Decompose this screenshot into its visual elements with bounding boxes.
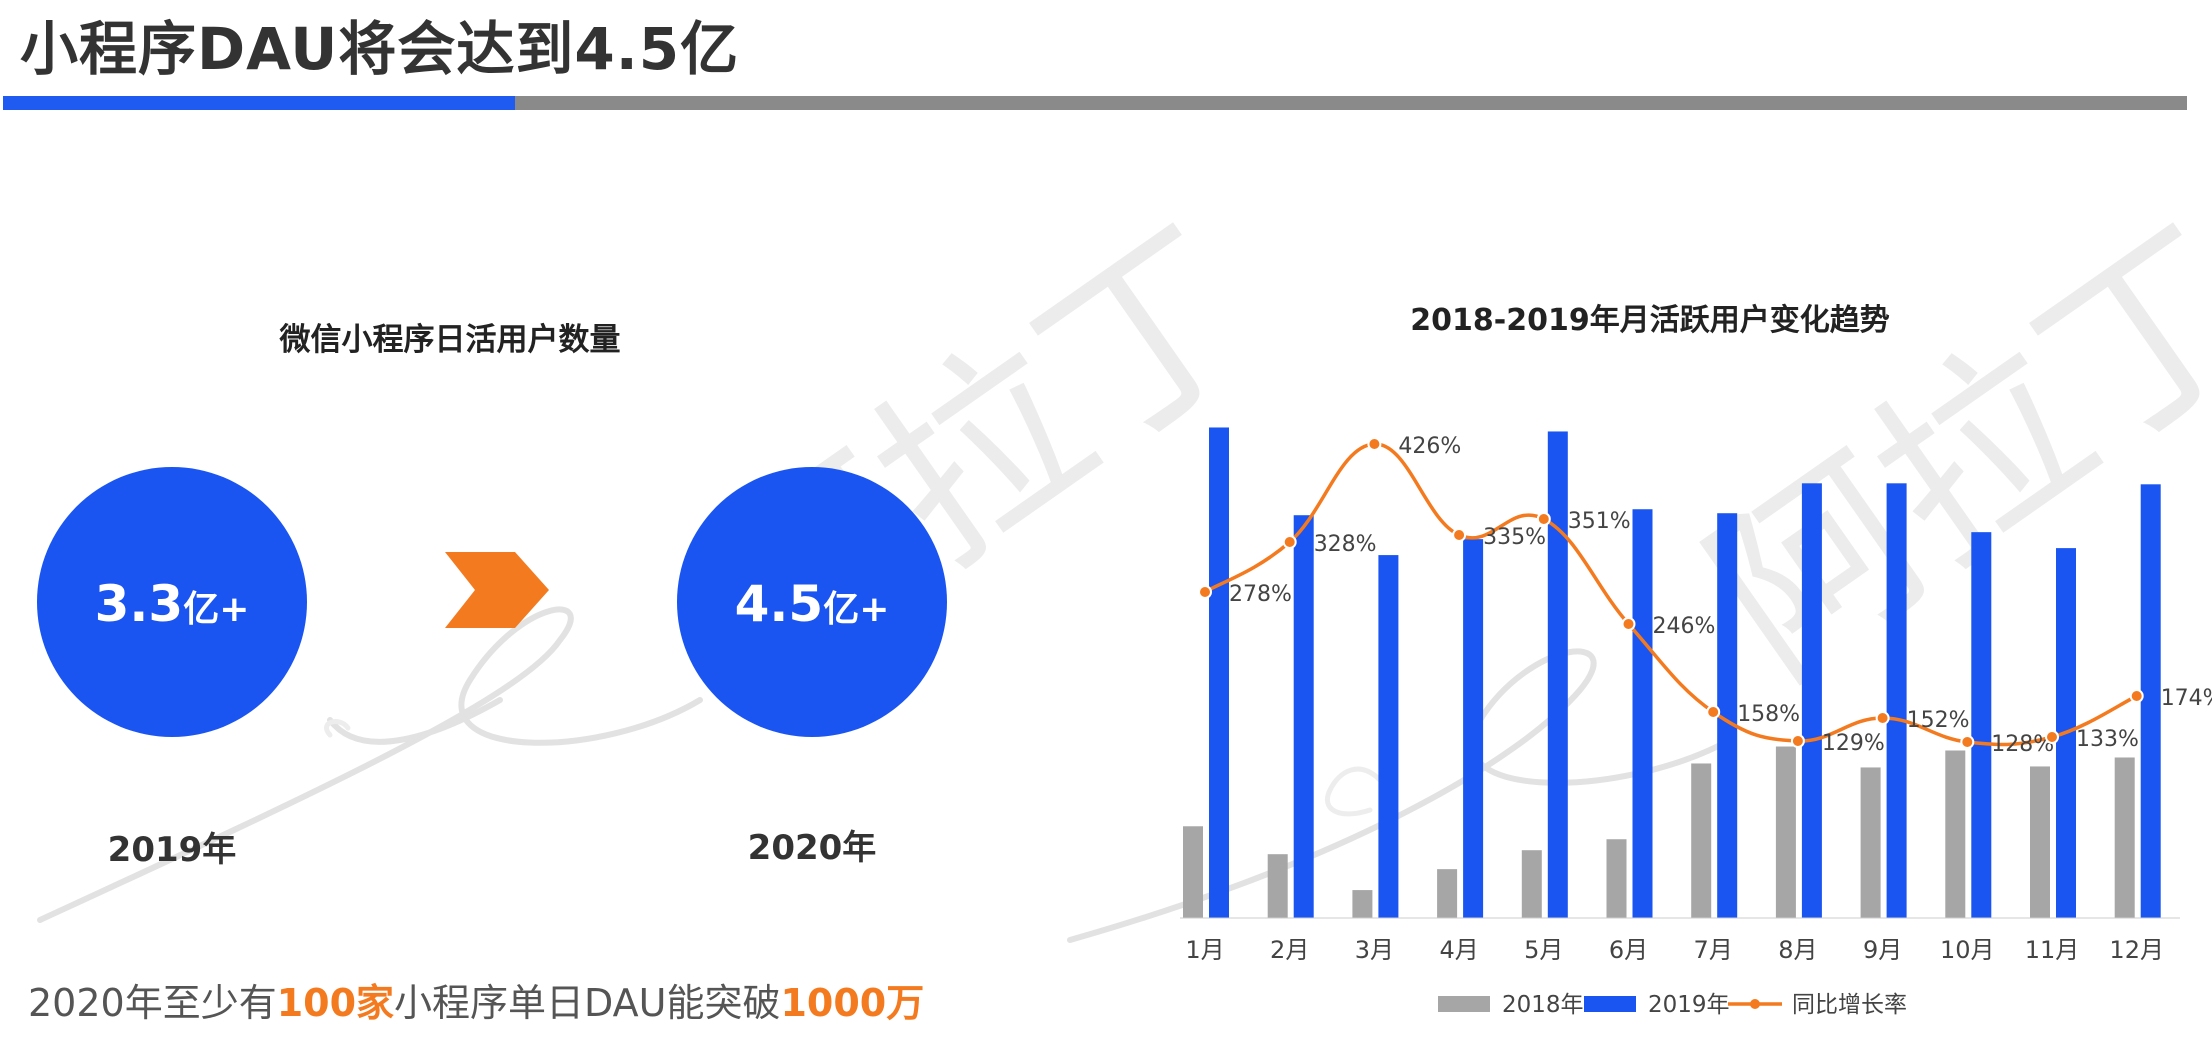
growth-rate-label: 174% xyxy=(2161,686,2212,711)
growth-rate-label: 335% xyxy=(1483,525,1546,550)
bar-2018 xyxy=(1775,746,1796,918)
legend-swatch-2018 xyxy=(1438,996,1490,1012)
footer-note: 2020年至少有100家小程序单日DAU能突破1000万 xyxy=(28,972,924,1027)
growth-rate-point xyxy=(1282,535,1297,549)
bar-2019 xyxy=(1632,509,1653,918)
x-tick-label: 5月 xyxy=(1524,936,1563,964)
bar-2019 xyxy=(1209,427,1229,918)
growth-rate-point xyxy=(1198,585,1212,599)
bar-2019 xyxy=(1801,483,1822,918)
bar-2019 xyxy=(1971,532,1992,918)
bar-2018 xyxy=(1691,763,1712,918)
bar-2018 xyxy=(1352,890,1373,918)
dau-value-2019: 3.3 xyxy=(94,574,184,633)
dau-circle-2019: 3.3 亿+ xyxy=(37,467,307,737)
x-tick-label: 6月 xyxy=(1609,936,1648,964)
growth-rate-point xyxy=(1960,735,1975,749)
x-tick-label: 9月 xyxy=(1863,936,1902,964)
bar-2018 xyxy=(1437,869,1458,918)
dau-subtitle: 微信小程序日活用户数量 xyxy=(279,322,621,358)
bar-2018 xyxy=(1267,854,1288,918)
x-tick-label: 1月 xyxy=(1185,936,1224,964)
bar-2018 xyxy=(1521,850,1542,918)
growth-rate-point xyxy=(1367,437,1382,451)
x-tick-label: 11月 xyxy=(2025,936,2080,964)
growth-rate-point xyxy=(1536,512,1551,526)
bar-2019 xyxy=(2140,484,2161,918)
bar-2019 xyxy=(1717,513,1738,918)
footer-text-1: 2020年至少有 xyxy=(28,981,277,1025)
footer-text-2: 小程序单日DAU能突破 xyxy=(394,981,781,1025)
x-tick-label: 3月 xyxy=(1355,936,1394,964)
year-label-2020: 2020年 xyxy=(747,828,877,868)
legend-swatch-growth-dot xyxy=(1750,999,1760,1009)
growth-rate-point xyxy=(1452,528,1467,542)
legend-label-2019: 2019年 xyxy=(1648,992,1730,1018)
year-label-2019: 2019年 xyxy=(107,830,237,870)
growth-rate-point xyxy=(1875,711,1890,725)
chevron-right-icon xyxy=(445,552,549,628)
dau-suffix-2019: 亿+ xyxy=(183,588,250,630)
bar-2018 xyxy=(2114,757,2135,918)
x-tick-label: 2月 xyxy=(1270,936,1309,964)
footer-highlight-2: 1000万 xyxy=(780,981,925,1025)
growth-rate-point xyxy=(2045,730,2059,744)
bar-2018 xyxy=(1606,839,1627,918)
title-divider xyxy=(3,96,2187,110)
x-tick-label: 8月 xyxy=(1778,936,1817,964)
title-divider-accent xyxy=(3,96,515,110)
bar-2019 xyxy=(1463,539,1484,918)
page-title: 小程序DAU将会达到4.5亿 xyxy=(20,15,740,83)
growth-rate-label: 246% xyxy=(1653,614,1716,639)
dau-circle-2020: 4.5 亿+ xyxy=(677,467,947,737)
legend-label-growth: 同比增长率 xyxy=(1792,992,1907,1018)
growth-rate-label: 133% xyxy=(2076,727,2139,752)
legend-swatch-2019 xyxy=(1584,996,1636,1012)
growth-rate-label: 426% xyxy=(1398,434,1461,459)
bar-2018 xyxy=(1945,750,1966,918)
bar-2018 xyxy=(1183,826,1203,918)
growth-rate-label: 328% xyxy=(1314,532,1377,557)
growth-rate-label: 152% xyxy=(1907,708,1970,733)
bar-2019 xyxy=(1293,515,1314,918)
growth-rate-point xyxy=(1621,617,1636,631)
growth-rate-label: 158% xyxy=(1737,702,1800,727)
x-tick-label: 12月 xyxy=(2109,936,2164,964)
bar-2019 xyxy=(1547,431,1568,918)
dau-suffix-2020: 亿+ xyxy=(823,588,890,630)
x-tick-label: 10月 xyxy=(1940,936,1995,964)
bar-2019 xyxy=(1886,483,1907,918)
growth-rate-point xyxy=(1706,705,1721,719)
growth-rate-label: 129% xyxy=(1822,731,1885,756)
bar-2018 xyxy=(1860,767,1881,918)
bar-2019 xyxy=(1378,555,1399,918)
growth-rate-label: 351% xyxy=(1568,509,1631,534)
dau-value-2020: 4.5 xyxy=(734,574,824,633)
growth-rate-label: 278% xyxy=(1229,582,1292,607)
bar-2018 xyxy=(2030,766,2050,918)
growth-rate-point xyxy=(2129,689,2144,703)
footer-highlight-1: 100家 xyxy=(276,981,395,1025)
growth-rate-point xyxy=(1790,734,1805,748)
chart-title: 2018-2019年月活跃用户变化趋势 xyxy=(1410,303,1889,338)
growth-rate-label: 128% xyxy=(1991,732,2054,757)
legend-label-2018: 2018年 xyxy=(1502,992,1584,1018)
x-tick-label: 4月 xyxy=(1439,936,1478,964)
growth-rate-line xyxy=(1204,442,2138,747)
x-tick-label: 7月 xyxy=(1694,936,1733,964)
